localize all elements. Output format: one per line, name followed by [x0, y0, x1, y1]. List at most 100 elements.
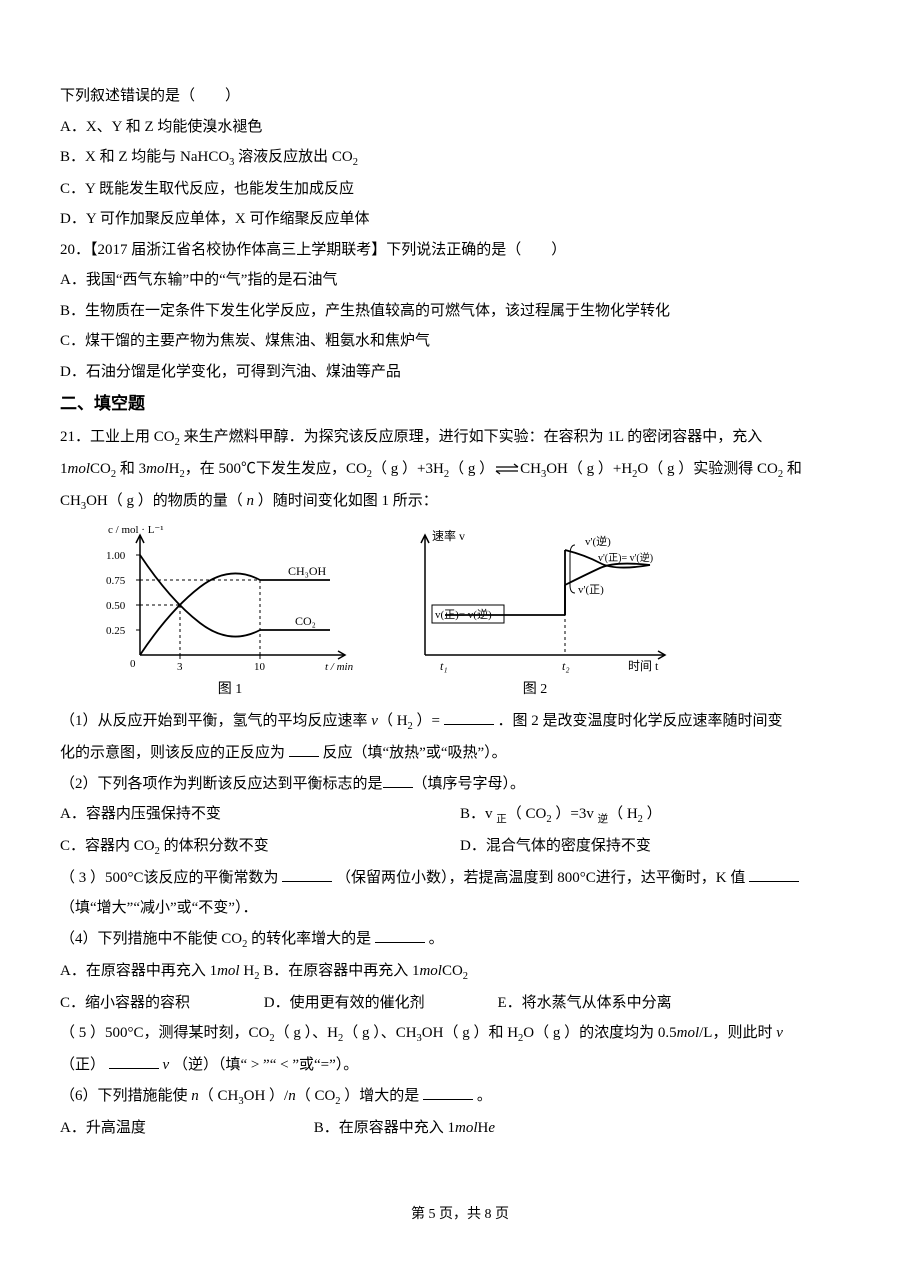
figure-2: 速率 v 时间 t t₁ t₂ v(正)= v(逆) v'(逆) v'(正)= … [390, 525, 680, 704]
text: （ H [608, 806, 638, 822]
text: CH [60, 493, 81, 509]
text: ）增大的是 [341, 1088, 424, 1104]
opt-b: B．在原容器中充入 1molHe [314, 1120, 495, 1136]
text: B．在原容器中充入 1 [314, 1120, 455, 1136]
text: OH ）/ [244, 1088, 289, 1104]
mol: mol [146, 461, 169, 477]
q21-p5: （ 5 ）500°C，测得某时刻，CO2（ g ）、H2（ g ）、CH3OH（… [60, 1019, 860, 1049]
opt-c: C．容器内 CO2 的体积分数不变 [60, 832, 460, 862]
e: e [488, 1120, 495, 1136]
fig1-ch3oh-label: CH₃OH [288, 564, 327, 578]
sub: 2 [353, 157, 358, 168]
text: 。 [473, 1088, 492, 1104]
text: 的体积分数不变 [160, 838, 269, 854]
text: （填序号字母）。 [413, 776, 526, 792]
text: （ CO [507, 806, 547, 822]
text: 化的示意图，则该反应的正反应为 [60, 745, 289, 761]
n: n [191, 1088, 199, 1104]
n: n [288, 1088, 296, 1104]
sub: 正 [496, 814, 507, 825]
q21-stem-2: 1molCO2 和 3molH2，在 500℃下发生发应，CO2（ g ）+3H… [60, 455, 860, 485]
text: CH [520, 461, 541, 477]
q20-opt-b: B．生物质在一定条件下发生化学反应，产生热值较高的可燃气体，该过程属于生物化学转… [60, 297, 860, 326]
text: （正） [60, 1057, 109, 1073]
text: （ 5 ）500°C，测得某时刻，CO [60, 1025, 269, 1041]
text: （ g ）、CH [343, 1025, 416, 1041]
opt-c: C．缩小容器的容积 [60, 989, 260, 1018]
blank[interactable] [444, 709, 494, 725]
blank[interactable] [423, 1084, 473, 1100]
text: 溶液反应放出 CO [234, 149, 352, 165]
equilibrium-arrow-icon [494, 463, 520, 475]
text: 21．工业上用 CO [60, 429, 175, 445]
q20-opt-a: A．我国“西气东输”中的“气”指的是石油气 [60, 266, 860, 295]
ytick: 0.75 [106, 575, 126, 587]
blank[interactable] [749, 866, 799, 882]
text: ）=3v [552, 806, 598, 822]
mol: mol [677, 1025, 700, 1041]
text: O（ g ）的浓度均为 0.5 [523, 1025, 676, 1041]
text: H [478, 1120, 489, 1136]
opt-b: B．v 正（ CO2 ）=3v 逆（ H2 ） [460, 800, 662, 830]
xtick: t₁ [440, 659, 448, 673]
mol: mol [68, 461, 91, 477]
text: （ g ）、H [275, 1025, 338, 1041]
ytick: 1.00 [106, 550, 126, 562]
text: 反应（填“放热”或“吸热”）。 [319, 745, 507, 761]
text: O（ g ）实验测得 CO [637, 461, 777, 477]
text: （ 3 ）500°C该反应的平衡常数为 [60, 870, 282, 886]
q21-p4-row2: C．缩小容器的容积 D．使用更有效的催化剂 E．将水蒸气从体系中分离 [60, 989, 860, 1018]
text: （4）下列措施中不能使 CO [60, 931, 242, 947]
text: ） [643, 806, 662, 822]
q20-stem: 20．【2017 届浙江省名校协作体高三上学期联考】下列说法正确的是（ ） [60, 236, 860, 265]
text: 1 [60, 461, 68, 477]
text: （1）从反应开始到平衡，氢气的平均反应速率 [60, 713, 371, 729]
text: OH（ g ）和 H [422, 1025, 518, 1041]
fig1-ylabel: c / mol · L⁻¹ [108, 525, 164, 536]
q21-p2-row1: A．容器内压强保持不变 B．v 正（ CO2 ）=3v 逆（ H2 ） [60, 800, 860, 830]
text: B．X 和 Z 均能与 NaHCO [60, 149, 229, 165]
xtick: 10 [254, 661, 266, 673]
blank[interactable] [289, 741, 319, 757]
page-footer: 第 5 页，共 8 页 [60, 1202, 860, 1229]
blank[interactable] [383, 772, 413, 788]
q21-p4-row1: A．在原容器中再充入 1mol H2 B．在原容器中再充入 1molCO2 [60, 957, 860, 987]
text: /L，则此时 [699, 1025, 776, 1041]
text: ．图 2 是改变温度时化学反应速率随时间变 [494, 713, 783, 729]
text: CO [90, 461, 111, 477]
q21-p1: （1）从反应开始到平衡，氢气的平均反应速率 v（ H2 ）= ．图 2 是改变温… [60, 707, 860, 737]
q-prev-opt-c: C．Y 既能发生取代反应，也能发生加成反应 [60, 175, 860, 204]
q21-p6: （6）下列措施能使 n（ CH3OH ）/n（ CO2 ）增大的是 。 [60, 1082, 860, 1112]
q21-p1b: 化的示意图，则该反应的正反应为 反应（填“放热”或“吸热”）。 [60, 739, 860, 768]
text: （ CO [296, 1088, 336, 1104]
text: B．v [460, 806, 496, 822]
blank[interactable] [282, 866, 332, 882]
text: OH（ g ）的物质的量（ [86, 493, 246, 509]
fig2-ylabel: 速率 v [432, 528, 465, 543]
q21-p2: （2）下列各项作为判断该反应达到平衡标志的是（填序号字母）。 [60, 770, 860, 799]
q-prev-opt-d: D．Y 可作加聚反应单体，X 可作缩聚反应单体 [60, 205, 860, 234]
q21-p5b: （正） v （逆）（填“ > ”“ < ”或“=”）。 [60, 1051, 860, 1080]
opt-a: A．容器内压强保持不变 [60, 800, 460, 830]
q21-stem-1: 21．工业上用 CO2 来生产燃料甲醇．为探究该反应原理，进行如下实验：在容积为… [60, 423, 860, 453]
v: v [371, 713, 378, 729]
blank[interactable] [109, 1053, 159, 1069]
text: CO [442, 963, 463, 979]
text: （ g ）+3H [372, 461, 444, 477]
blank[interactable] [375, 927, 425, 943]
q21-p4: （4）下列措施中不能使 CO2 的转化率增大的是 。 [60, 925, 860, 955]
ytick: 0 [130, 658, 136, 670]
text: A．在原容器中再充入 1 [60, 963, 217, 979]
text: （保留两位小数），若提高温度到 800°C进行，达平衡时，K 值 [332, 870, 749, 886]
text: 。 [425, 931, 444, 947]
text: 和 3 [116, 461, 146, 477]
fig2-fwd-label: v'(正) [578, 584, 604, 596]
q21-p2-row2: C．容器内 CO2 的体积分数不变 D．混合气体的密度保持不变 [60, 832, 860, 862]
q-prev-opt-b: B．X 和 Z 均能与 NaHCO3 溶液反应放出 CO2 [60, 143, 860, 173]
text: （ H [378, 713, 408, 729]
opt-e: E．将水蒸气从体系中分离 [498, 995, 672, 1011]
text: 的转化率增大的是 [247, 931, 375, 947]
text: （6）下列措施能使 [60, 1088, 191, 1104]
fig2-caption: 图 2 [390, 677, 680, 704]
v: v [776, 1025, 783, 1041]
